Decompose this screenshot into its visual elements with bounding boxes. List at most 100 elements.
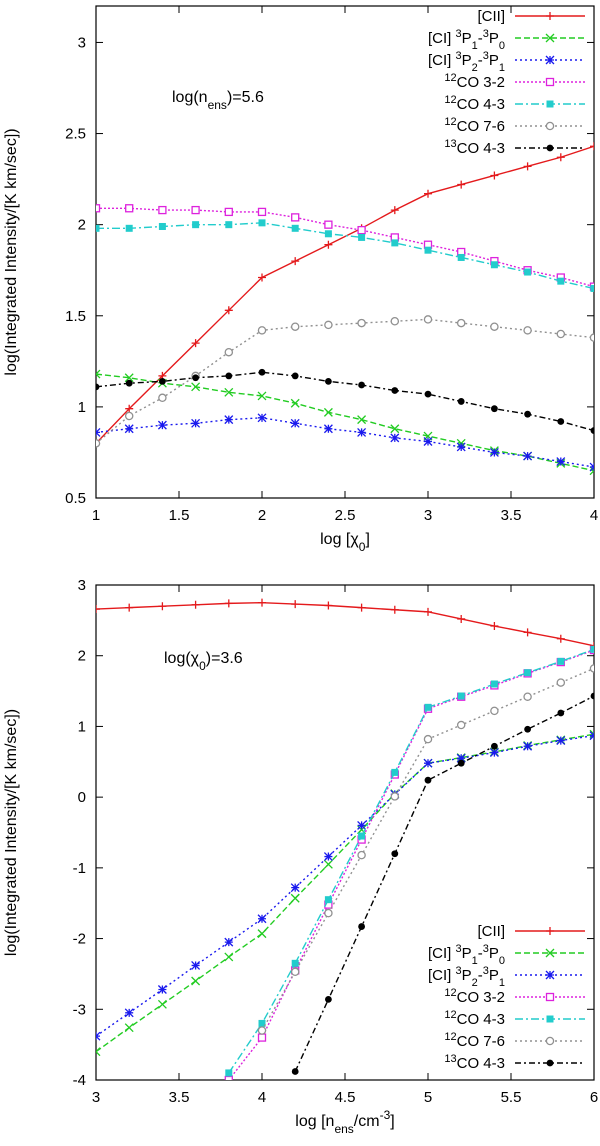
data-point [491, 742, 498, 750]
data-point [590, 692, 594, 700]
y-tick-label: -4 [73, 1072, 86, 1089]
data-point [424, 776, 432, 784]
data-point [557, 709, 565, 717]
data-point [96, 369, 101, 379]
data-point [456, 720, 466, 730]
y-tick-label: 0.5 [65, 490, 86, 507]
x-axis-label: log [χ0] [320, 531, 370, 554]
data-point [257, 413, 267, 423]
data-point [324, 601, 333, 610]
x-axis-label-end: ] [390, 1113, 394, 1130]
x-tick-label: 4.5 [335, 1089, 356, 1106]
legend-label: [CI] 3P1-3P0 [428, 943, 505, 967]
legend-marker [545, 121, 555, 131]
data-point [457, 692, 465, 700]
data-point [257, 914, 267, 924]
x-tick-label: 4 [590, 507, 598, 524]
data-point [192, 374, 200, 382]
y-tick-label: 2.5 [65, 126, 86, 143]
series-line [96, 734, 594, 1037]
legend-label: 13CO 4-3 [444, 138, 505, 157]
legend-marker [546, 12, 554, 20]
data-point [258, 1019, 266, 1027]
data-point [590, 284, 594, 292]
plot-area [96, 598, 594, 1080]
parameter-annotation: log(nens)=5.6 [172, 89, 264, 112]
data-point [191, 600, 200, 609]
legend-marker [546, 1015, 554, 1023]
data-point [225, 1069, 233, 1077]
data-point [157, 985, 167, 994]
data-point [191, 339, 200, 348]
series-line [96, 417, 594, 468]
x-tick-label: 2.5 [335, 507, 356, 524]
data-point [424, 189, 432, 198]
data-point [290, 322, 300, 331]
data-point [225, 372, 233, 380]
data-point [125, 204, 134, 213]
legend-marker [546, 927, 554, 935]
legend-marker [545, 948, 555, 958]
legend-marker [546, 144, 554, 152]
data-point [557, 277, 565, 285]
data-point [390, 316, 400, 326]
legend-label: 12CO 4-3 [444, 94, 505, 113]
data-point [390, 792, 400, 801]
data-point [96, 1031, 101, 1041]
data-point [291, 213, 300, 222]
data-point [157, 420, 167, 430]
y-tick-label: 1 [78, 399, 86, 416]
data-point [191, 418, 201, 428]
data-point [290, 883, 300, 893]
data-point [490, 680, 498, 688]
data-point [523, 692, 532, 701]
parameter-annotation: log(χ0)=3.6 [164, 650, 243, 673]
legend-label: 12CO 3-2 [444, 987, 505, 1006]
data-point [257, 929, 267, 939]
y-tick-label: 1 [78, 718, 86, 735]
data-point [556, 678, 566, 687]
series-line [228, 648, 594, 1074]
series-line [228, 649, 594, 1080]
series-line [96, 318, 594, 444]
data-point [357, 318, 366, 328]
data-point [192, 221, 200, 229]
data-point [589, 466, 594, 476]
data-point [225, 221, 233, 229]
data-point [390, 433, 400, 443]
data-point [423, 315, 433, 324]
data-point [158, 602, 167, 611]
data-point [257, 1033, 267, 1042]
x-tick-label: 3.5 [169, 1089, 190, 1106]
data-point [456, 318, 466, 328]
data-point [357, 820, 367, 830]
data-point [590, 427, 594, 434]
data-point [191, 382, 201, 392]
data-point [423, 734, 433, 744]
legend-label: 12CO 7-6 [444, 116, 505, 135]
legend-marker [546, 100, 554, 108]
data-point [124, 411, 134, 421]
data-point [489, 748, 499, 758]
data-point [456, 442, 466, 452]
x-axis-label-sub: 0 [359, 540, 366, 554]
data-point [457, 180, 466, 189]
data-point [457, 614, 466, 623]
bottom-chart: 3 3.5 4 4.5 5 5.5 6 -4 -3 -2 -1 0 1 2 3 log(Integrated … [3, 577, 598, 1136]
data-point [158, 222, 166, 230]
data-point [589, 333, 594, 342]
data-point [491, 405, 498, 413]
legend-label: [CI] 3P2-3P1 [428, 965, 505, 989]
data-point [224, 415, 234, 425]
data-point [224, 207, 233, 217]
data-point [490, 322, 499, 331]
legend-label: [CI] 3P2-3P1 [428, 50, 505, 74]
data-point [357, 415, 367, 425]
x-tick-label: 5 [424, 1089, 432, 1106]
data-point [324, 896, 332, 904]
data-point [290, 418, 300, 428]
data-point [323, 424, 333, 434]
series-line [96, 733, 594, 1053]
data-point [424, 390, 432, 398]
